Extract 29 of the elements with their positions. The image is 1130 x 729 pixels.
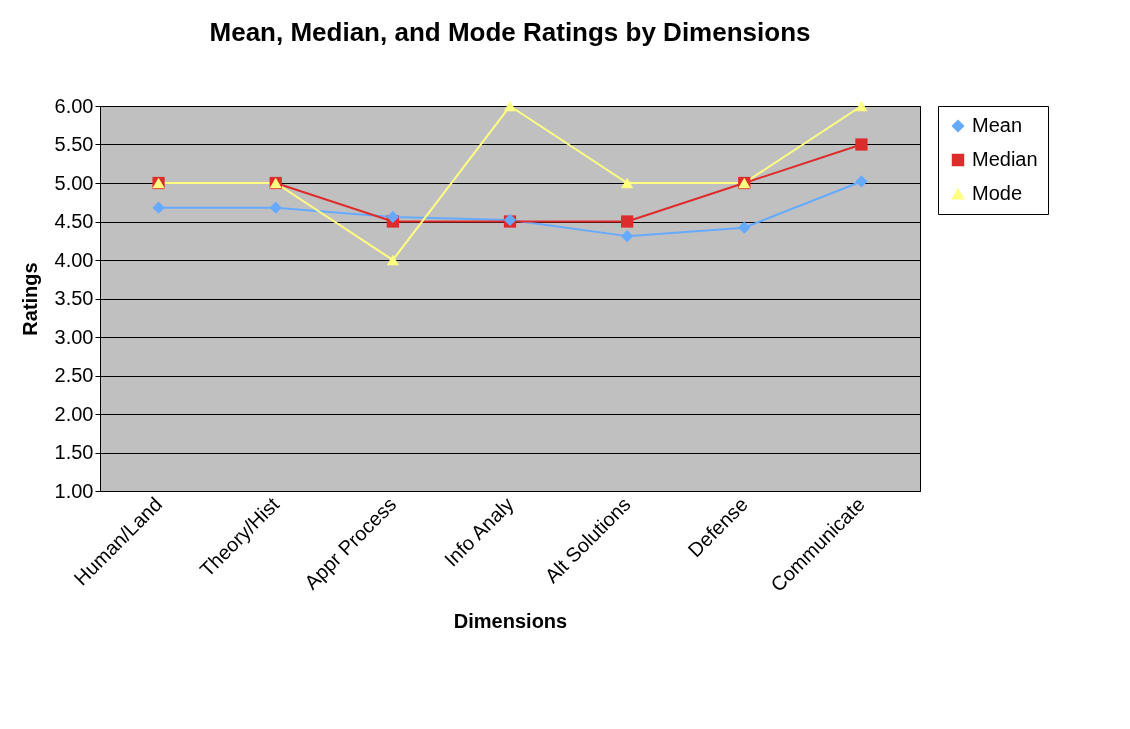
point: [152, 201, 165, 214]
y-tick-label: 1.00: [54, 479, 94, 502]
y-tick-label: 3.50: [54, 287, 94, 309]
x-axis-title: Dimensions: [453, 609, 568, 632]
y-axis-title: Ratings: [18, 262, 41, 336]
point: [621, 177, 634, 189]
legend-label: Median: [972, 148, 1038, 170]
point: [269, 201, 282, 214]
point: [738, 221, 751, 234]
legend-label: Mean: [972, 114, 1023, 136]
y-tick-label: 5.00: [54, 171, 94, 194]
chart-title: Mean, Median, and Mode Ratings by Dimensions: [209, 17, 811, 47]
y-tick-label: 4.00: [54, 248, 94, 271]
y-tick-label: 3.00: [54, 325, 94, 348]
y-tick-label: 1.50: [54, 441, 94, 463]
y-tick-label: 5.50: [54, 133, 94, 155]
y-tick-label: 2.50: [54, 364, 94, 386]
y-tick-label: 2.00: [54, 402, 94, 425]
y-tick-label: 4.50: [54, 210, 94, 232]
point: [855, 175, 868, 188]
legend-label: Mode: [972, 182, 1023, 204]
point: [855, 100, 868, 112]
point: [621, 215, 634, 228]
point: [855, 138, 868, 151]
y-tick-label: 6.00: [54, 94, 94, 117]
point: [503, 100, 517, 112]
point: [386, 254, 399, 266]
point: [386, 210, 399, 223]
point: [621, 230, 634, 243]
